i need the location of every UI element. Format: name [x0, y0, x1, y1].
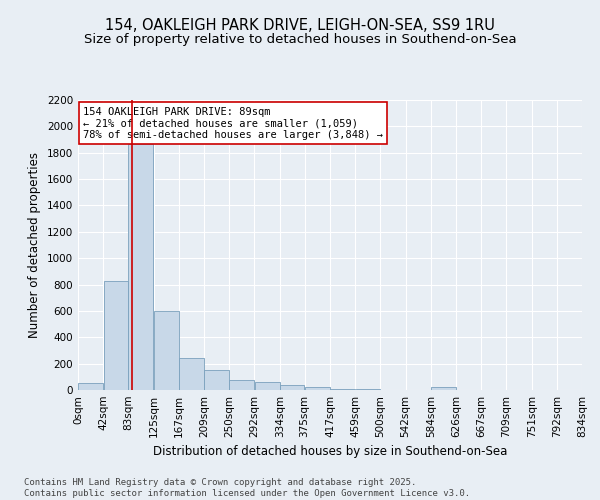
- Bar: [305, 388, 330, 390]
- Bar: [254, 382, 280, 390]
- Bar: [431, 388, 456, 390]
- Bar: [78, 384, 103, 390]
- Bar: [128, 144, 154, 390]
- Bar: [104, 280, 128, 390]
- Bar: [280, 384, 304, 390]
- Text: Contains HM Land Registry data © Crown copyright and database right 2025.
Contai: Contains HM Land Registry data © Crown c…: [24, 478, 470, 498]
- Bar: [205, 370, 229, 390]
- Bar: [154, 311, 179, 390]
- Bar: [179, 358, 204, 390]
- Text: 154 OAKLEIGH PARK DRIVE: 89sqm
← 21% of detached houses are smaller (1,059)
78% : 154 OAKLEIGH PARK DRIVE: 89sqm ← 21% of …: [83, 106, 383, 140]
- X-axis label: Distribution of detached houses by size in Southend-on-Sea: Distribution of detached houses by size …: [153, 446, 507, 458]
- Bar: [330, 388, 355, 390]
- Text: Size of property relative to detached houses in Southend-on-Sea: Size of property relative to detached ho…: [83, 32, 517, 46]
- Bar: [229, 380, 254, 390]
- Text: 154, OAKLEIGH PARK DRIVE, LEIGH-ON-SEA, SS9 1RU: 154, OAKLEIGH PARK DRIVE, LEIGH-ON-SEA, …: [105, 18, 495, 32]
- Y-axis label: Number of detached properties: Number of detached properties: [28, 152, 41, 338]
